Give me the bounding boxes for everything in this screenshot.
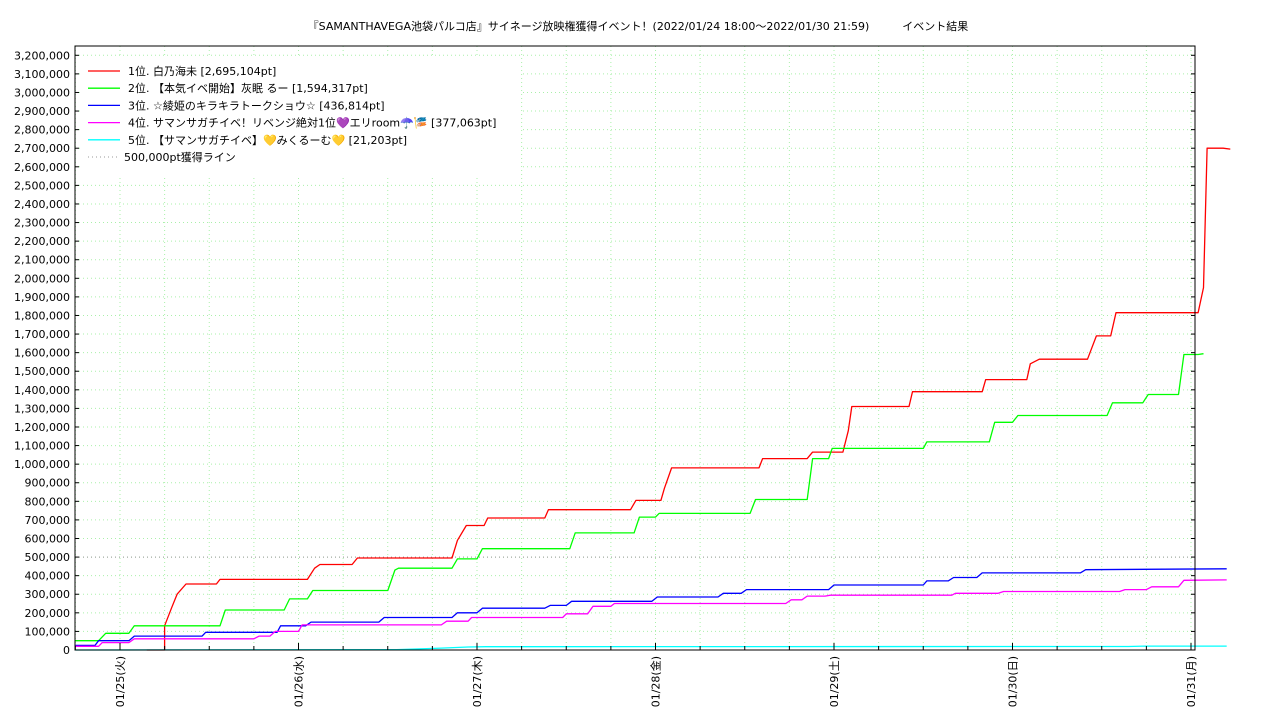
- y-tick-label: 3,000,000: [14, 86, 70, 99]
- y-tick-label: 500,000: [25, 551, 71, 564]
- series-line-1: [146, 147, 1231, 651]
- y-tick-label: 800,000: [25, 495, 71, 508]
- x-tick-label: 01/27(木): [471, 656, 484, 707]
- series-line-3: [75, 568, 1227, 647]
- y-tick-label: 3,200,000: [14, 49, 70, 62]
- y-tick-label: 0: [63, 644, 70, 657]
- y-tick-label: 2,000,000: [14, 272, 70, 285]
- legend-label-threshold: 500,000pt獲得ライン: [124, 151, 236, 164]
- series-line-4: [75, 579, 1227, 647]
- series-line-5: [75, 645, 1227, 651]
- series-line-2: [75, 353, 1204, 642]
- y-tick-label: 2,200,000: [14, 235, 70, 248]
- y-tick-label: 2,400,000: [14, 198, 70, 211]
- axes: 0 100,000 200,000 300,000 400,000 500,000 600,…: [14, 49, 1198, 707]
- y-tick-label: 2,600,000: [14, 161, 70, 174]
- y-tick-label: 100,000: [25, 625, 71, 638]
- chart-title: 『SAMANTHAVEGA池袋パルコ店』サイネージ放映権獲得イベント！(2022…: [308, 19, 969, 33]
- y-tick-label: 2,100,000: [14, 254, 70, 267]
- legend: 1位. 白乃海未 [2,695,104pt] 2位. 【本気イベ開始】灰眠 るー …: [80, 58, 520, 176]
- y-tick-label: 2,900,000: [14, 105, 70, 118]
- y-tick-label: 2,700,000: [14, 142, 70, 155]
- plot-frame: [74, 45, 1196, 651]
- y-tick-label: 2,300,000: [14, 217, 70, 230]
- x-tick-label: 01/28(金): [649, 656, 663, 707]
- y-tick-label: 700,000: [25, 514, 71, 527]
- legend-label-3: 3位. ☆綾姫のキラキラトークショウ☆ [436,814pt]: [128, 98, 385, 112]
- x-tick-label: 01/31(月): [1185, 656, 1198, 707]
- y-tick-label: 1,400,000: [14, 384, 70, 397]
- y-tick-label: 2,500,000: [14, 179, 70, 192]
- y-tick-label: 400,000: [25, 570, 71, 583]
- x-tick-label: 01/29(土): [828, 656, 841, 707]
- y-tick-label: 600,000: [25, 532, 71, 545]
- legend-label-1: 1位. 白乃海未 [2,695,104pt]: [128, 64, 276, 78]
- legend-background: [80, 58, 520, 176]
- y-tick-label: 1,600,000: [14, 347, 70, 360]
- legend-label-2: 2位. 【本気イベ開始】灰眠 るー [1,594,317pt]: [128, 81, 368, 95]
- x-tick-label: 01/25(火): [114, 656, 127, 707]
- y-tick-label: 2,800,000: [14, 124, 70, 137]
- x-tick-label: 01/30(日): [1007, 656, 1020, 707]
- y-tick-label: 1,700,000: [14, 328, 70, 341]
- y-tick-label: 3,100,000: [14, 68, 70, 81]
- y-tick-label: 200,000: [25, 607, 71, 620]
- legend-label-5: 5位. 【サマンサガチイベ】💛みくるーむ💛 [21,203pt]: [128, 133, 407, 147]
- y-tick-label: 1,800,000: [14, 309, 70, 322]
- y-tick-label: 1,500,000: [14, 365, 70, 378]
- y-tick-label: 900,000: [25, 477, 71, 490]
- y-tick-label: 1,100,000: [14, 440, 70, 453]
- y-tick-label: 1,300,000: [14, 402, 70, 415]
- x-tick-label: 01/26(水): [293, 656, 306, 707]
- y-tick-label: 1,000,000: [14, 458, 70, 471]
- y-tick-label: 1,200,000: [14, 421, 70, 434]
- y-tick-label: 300,000: [25, 588, 71, 601]
- legend-label-4: 4位. サマンサガチイベ！リベンジ絶対1位💜エリroom☂️🎏 [377,063…: [128, 116, 496, 130]
- y-tick-label: 1,900,000: [14, 291, 70, 304]
